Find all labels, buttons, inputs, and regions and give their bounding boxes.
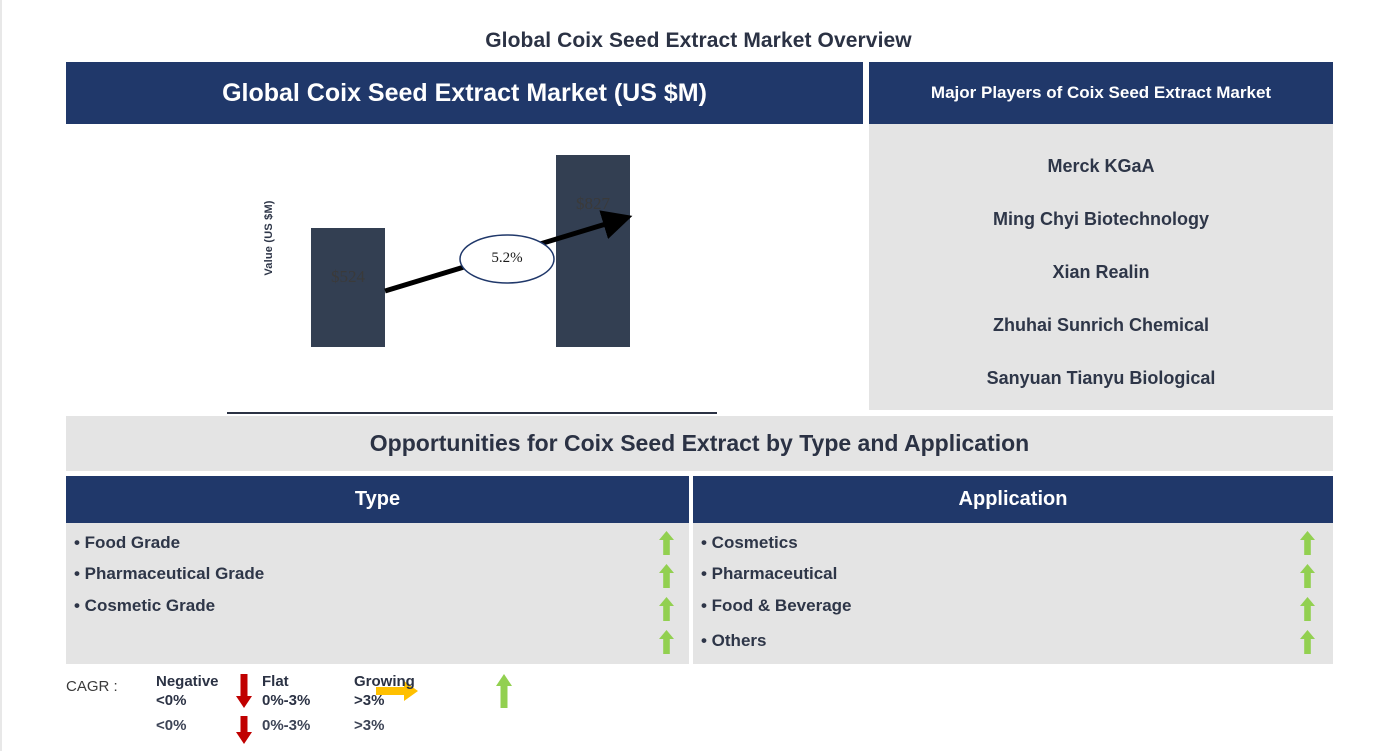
legend-entry-growing: Growing >3% (354, 672, 415, 710)
legend-entry-negative-range: <0% (156, 692, 187, 709)
arrow-up-green-icon (659, 531, 674, 555)
legend-entry-negative-title: Negative (156, 673, 219, 690)
list-item: • Food Grade (74, 533, 181, 552)
list-item: Zhuhai Sunrich Chemical (992, 315, 1210, 335)
cagr-callout-label: 5.2% (491, 250, 523, 266)
list-item: • Food & Beverage (701, 596, 852, 615)
legend-ghost-negative-range: <0% (156, 717, 187, 734)
opportunities-type-column: Type • Food Grade • Pharmaceutical Grade… (66, 476, 689, 664)
chart-x-axis-line (227, 412, 717, 414)
legend-entry-flat-range: 0%-3% (262, 692, 311, 709)
major-players-header: Major Players of Coix Seed Extract Marke… (869, 62, 1333, 124)
arrow-up-green-icon (1300, 531, 1315, 555)
chart-value-label-2035: $827 (576, 194, 610, 213)
legend-ghost-growing-range: >3% (354, 717, 385, 734)
market-chart-header: Global Coix Seed Extract Market (US $M) (66, 62, 863, 124)
bar-chart: Value (US $M) $524 $827 2026 2035 (66, 124, 863, 468)
arrow-right-yellow-icon (376, 681, 418, 701)
cagr-legend: CAGR : Negative <0% Flat 0%-3% Growing >… (66, 672, 566, 732)
legend-entry-growing-title: Growing (354, 673, 415, 690)
cagr-growth-arrow-icon (384, 210, 633, 294)
type-column-body: • Food Grade • Pharmaceutical Grade • Co… (66, 523, 689, 664)
list-item: • Pharmaceutical (701, 564, 838, 583)
legend-entry-growing-range: >3% (354, 692, 385, 709)
arrow-up-green-icon (659, 597, 674, 621)
arrow-up-green-icon (496, 674, 512, 708)
arrow-down-red-icon (236, 716, 252, 744)
chart-value-label-2026: $524 (331, 267, 365, 286)
major-players-panel: Major Players of Coix Seed Extract Marke… (869, 62, 1333, 410)
legend-entry-flat: Flat 0%-3% (262, 672, 310, 710)
application-column-body: • Cosmetics • Pharmaceutical • Food & Be… (693, 523, 1333, 664)
arrow-down-red-icon (236, 674, 252, 708)
list-item: • Cosmetics (701, 533, 798, 552)
list-item: • Pharmaceutical Grade (74, 564, 265, 583)
arrow-up-green-icon (1300, 564, 1315, 588)
arrow-up-green-icon (659, 630, 674, 654)
cagr-legend-label: CAGR : (66, 678, 118, 695)
opportunities-banner: Opportunities for Coix Seed Extract by T… (66, 416, 1333, 471)
type-column-header: Type (66, 476, 689, 523)
cagr-legend-clipped-duplicate: <0% 0%-3% >3% (66, 716, 566, 751)
legend-entry-negative: Negative <0% (156, 672, 219, 710)
list-item: • Cosmetic Grade (74, 596, 216, 615)
arrow-up-green-icon (659, 564, 674, 588)
page-title: Global Coix Seed Extract Market Overview (485, 29, 912, 52)
application-column-header: Application (693, 476, 1333, 523)
arrow-up-green-icon (1300, 630, 1315, 654)
legend-ghost-flat-range: 0%-3% (262, 717, 311, 734)
list-item: • Others (701, 631, 767, 650)
list-item: Merck KGaA (1047, 156, 1155, 176)
market-chart-panel: Global Coix Seed Extract Market (US $M) … (66, 62, 863, 468)
list-item: Xian Realin (1052, 262, 1150, 282)
major-players-list: Merck KGaA Ming Chyi Biotechnology Xian … (869, 124, 1333, 410)
chart-bar-2026 (311, 228, 385, 347)
arrow-up-green-icon (1300, 597, 1315, 621)
legend-entry-flat-title: Flat (262, 673, 289, 690)
opportunities-application-column: Application • Cosmetics • Pharmaceutical… (693, 476, 1333, 664)
list-item: Sanyuan Tianyu Biological (986, 368, 1216, 388)
chart-bar-2035 (556, 155, 630, 347)
chart-y-axis-label: Value (US $M) (263, 200, 275, 276)
list-item: Ming Chyi Biotechnology (993, 209, 1209, 229)
